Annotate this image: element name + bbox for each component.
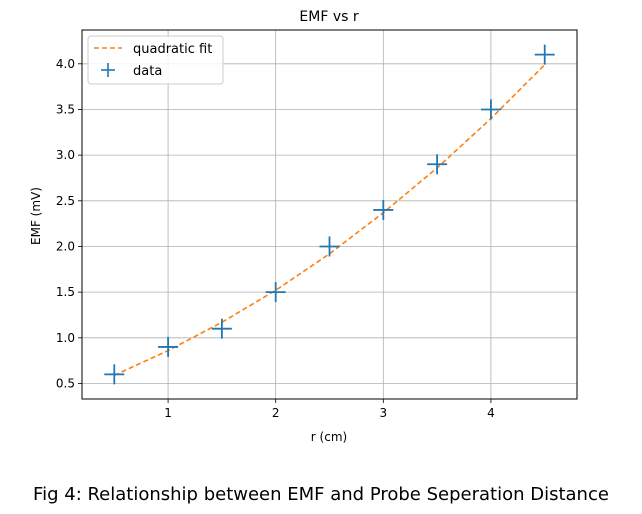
y-tick-label: 3.0 <box>56 148 75 162</box>
data-point <box>427 154 448 175</box>
y-tick-label: 3.5 <box>56 102 75 116</box>
y-tick-label: 2.5 <box>56 194 75 208</box>
data-point <box>158 336 179 357</box>
plot-frame <box>81 29 578 400</box>
y-tick-label: 1.0 <box>56 331 75 345</box>
chart-title: EMF vs r <box>299 9 358 25</box>
fit-line <box>113 64 546 377</box>
fit-series <box>113 64 546 377</box>
grid <box>82 30 577 399</box>
x-axis-label: r (cm) <box>311 430 347 444</box>
y-axis-label: EMF (mV) <box>29 187 43 245</box>
data-series <box>104 44 555 385</box>
y-tick-label: 0.5 <box>56 376 75 390</box>
figure-caption: Fig 4: Relationship between EMF and Prob… <box>33 484 609 505</box>
axis-ticks: 1 2 3 4 0.5 1.0 1.5 2.0 2.5 3.0 3.5 4.0 <box>56 57 495 420</box>
legend-fit-label: quadratic fit <box>133 42 212 57</box>
legend-data-label: data <box>133 64 162 79</box>
data-point <box>534 44 555 65</box>
y-tick-label: 2.0 <box>56 239 75 253</box>
data-point <box>265 282 286 303</box>
data-point <box>373 199 394 220</box>
data-point <box>211 318 232 339</box>
data-point <box>319 236 340 257</box>
y-tick-label: 1.5 <box>56 285 75 299</box>
x-tick-label: 2 <box>272 406 280 420</box>
emf-chart: 1 2 3 4 0.5 1.0 1.5 2.0 2.5 3.0 3.5 4.0 EMF vs r r … <box>29 9 578 444</box>
x-tick-label: 1 <box>164 406 172 420</box>
x-tick-label: 4 <box>487 406 495 420</box>
y-tick-label: 4.0 <box>56 57 75 71</box>
data-point <box>104 364 125 385</box>
legend: quadratic fit data <box>87 35 224 85</box>
data-point <box>480 99 501 120</box>
x-tick-label: 3 <box>379 406 387 420</box>
